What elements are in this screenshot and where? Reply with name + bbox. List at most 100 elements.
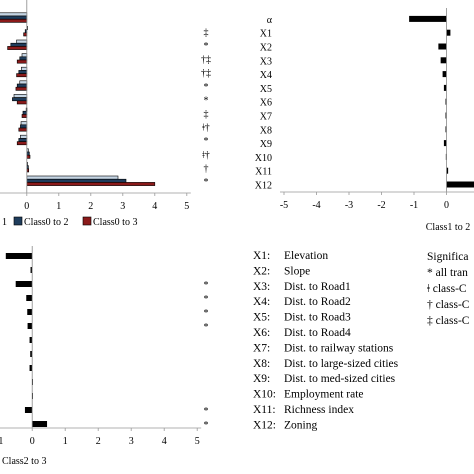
- variable-code: X10:: [253, 389, 276, 401]
- variable-name: Slope: [284, 265, 310, 277]
- category-label: X7: [260, 112, 272, 123]
- bar-X7: [30, 351, 33, 357]
- bar-X4: [442, 71, 447, 78]
- bar-X4-Class0 to 2: [18, 70, 28, 74]
- bar-X3-Class0 to 3: [16, 59, 28, 64]
- x-tick-label: -2: [377, 200, 385, 211]
- bar-X12-Class0 to 3: [26, 182, 156, 186]
- bar-X8-series-1: [20, 121, 28, 126]
- bar-X3-series-1: [21, 53, 28, 58]
- x-tick-label: 5: [184, 201, 189, 212]
- category-label: α: [267, 15, 273, 26]
- x-tick-label: 3: [129, 436, 134, 447]
- category-label: X9: [260, 139, 272, 150]
- category-label: X11: [255, 167, 272, 178]
- bar-X5-Class0 to 3: [15, 86, 28, 91]
- bar-X8: [445, 126, 447, 133]
- bar-X11: [24, 407, 33, 413]
- bar-X12: [32, 421, 48, 427]
- significance-mark: †‡: [201, 68, 211, 79]
- bar-X3-Class0 to 2: [19, 56, 28, 61]
- variable-code: X7:: [253, 342, 270, 354]
- x-tick-label: 1: [63, 436, 68, 447]
- bar-X7-Class0 to 3: [21, 114, 28, 118]
- significance-mark: *: [204, 294, 209, 305]
- variable-code: X4:: [253, 296, 270, 308]
- x-axis-title: Class1 to 2: [426, 222, 470, 233]
- significance-mark: *: [204, 308, 209, 319]
- bar-α-series-1: [0, 12, 28, 17]
- variable-name: Dist. to Road3: [284, 312, 351, 324]
- bar-α: [409, 15, 447, 22]
- x-tick-label: -5: [280, 200, 288, 211]
- x-tick-label: 1: [56, 201, 61, 212]
- category-label: X6: [260, 98, 272, 109]
- bar-α-Class0 to 3: [0, 18, 28, 23]
- bar-X9-series-1: [20, 134, 28, 139]
- bar-X11: [446, 167, 449, 174]
- category-label: X2: [260, 43, 272, 54]
- bar-X12-series-1: [26, 175, 119, 180]
- bar-X8-Class0 to 3: [18, 127, 28, 132]
- significance-mark: *: [204, 95, 209, 106]
- x-tick-label: -1: [0, 436, 3, 447]
- bar-X2-Class0 to 3: [7, 46, 28, 50]
- significance-mark: *: [204, 41, 209, 52]
- legend-swatch-class0-to-2: [13, 216, 23, 226]
- category-label: X12: [255, 181, 272, 192]
- bar-X5-Class0 to 2: [16, 83, 28, 88]
- panel-class2-to-3: * * * * * * -1 0 1 2 3 4 5 Class2 to 3: [0, 246, 209, 467]
- significance-mark: †: [204, 163, 209, 174]
- bar-X2: [15, 281, 33, 287]
- variable-code: X1:: [253, 250, 270, 262]
- x-tick-label: 5: [195, 436, 200, 447]
- bar-X6: [29, 337, 33, 343]
- x-tick-label: 4: [152, 201, 157, 212]
- x-tick-label: -1: [410, 200, 418, 211]
- significance-legend-item: ‡ class-C: [427, 315, 470, 327]
- category-label: X10: [255, 153, 272, 164]
- bar-X12: [446, 181, 474, 188]
- legend-label-class0-to-3: Class0 to 3: [93, 217, 137, 228]
- legend-swatch-class0-to-3: [82, 216, 92, 226]
- significance-mark: ‡: [204, 109, 209, 120]
- variable-name: Zoning: [284, 419, 317, 431]
- variable-code: X5:: [253, 312, 270, 324]
- bar-X2-series-1: [16, 39, 28, 44]
- variable-name: Richness index: [284, 404, 354, 416]
- series-legend: 1 Class0 to 2 Class0 to 3: [2, 216, 137, 228]
- significance-mark: ǂ†: [202, 123, 210, 134]
- x-tick-label: -3: [345, 200, 353, 211]
- bar-α-Class0 to 2: [0, 15, 28, 20]
- x-tick-label: 2: [96, 436, 101, 447]
- bar-X10-Class0 to 3: [26, 154, 31, 159]
- variable-code: X8:: [253, 358, 270, 370]
- bar-X2: [438, 43, 447, 50]
- significance-mark: *: [204, 420, 209, 431]
- bar-X6-series-1: [13, 94, 28, 98]
- x-tick-label: 2: [88, 201, 93, 212]
- variable-code: X12:: [253, 419, 276, 431]
- legend-label-class0-to-2: Class0 to 2: [24, 217, 68, 228]
- variable-name: Elevation: [284, 250, 328, 262]
- bar-α: [5, 253, 33, 259]
- significance-mark: *: [204, 322, 209, 333]
- variable-name: Dist. to railway stations: [284, 342, 394, 354]
- significance-legend-item: ǂ class-C: [427, 283, 467, 295]
- x-tick-label: -4: [312, 200, 320, 211]
- bar-X5: [443, 84, 447, 91]
- variable-name: Dist. to med-sized cities: [284, 373, 396, 385]
- panel-class1-to-2: α X1 X2 X3 X4 X5 X6 X7 X8 X9 X10 X11 X12 -5 -4 -3 -2 -1 0 C…: [255, 8, 474, 233]
- significance-mark: *: [204, 136, 209, 147]
- variable-code: X9:: [253, 373, 270, 385]
- variable-code: X6:: [253, 327, 270, 339]
- legend-label-series-1: 1: [2, 217, 7, 228]
- significance-mark: *: [204, 406, 209, 417]
- variable-code: X11:: [253, 404, 276, 416]
- x-tick-label: 4: [162, 436, 167, 447]
- bar-X6: [445, 98, 447, 105]
- bar-X4-series-1: [21, 66, 28, 71]
- x-tick-label: 3: [120, 201, 125, 212]
- category-label: X3: [260, 56, 272, 67]
- variable-code: X2:: [253, 265, 270, 277]
